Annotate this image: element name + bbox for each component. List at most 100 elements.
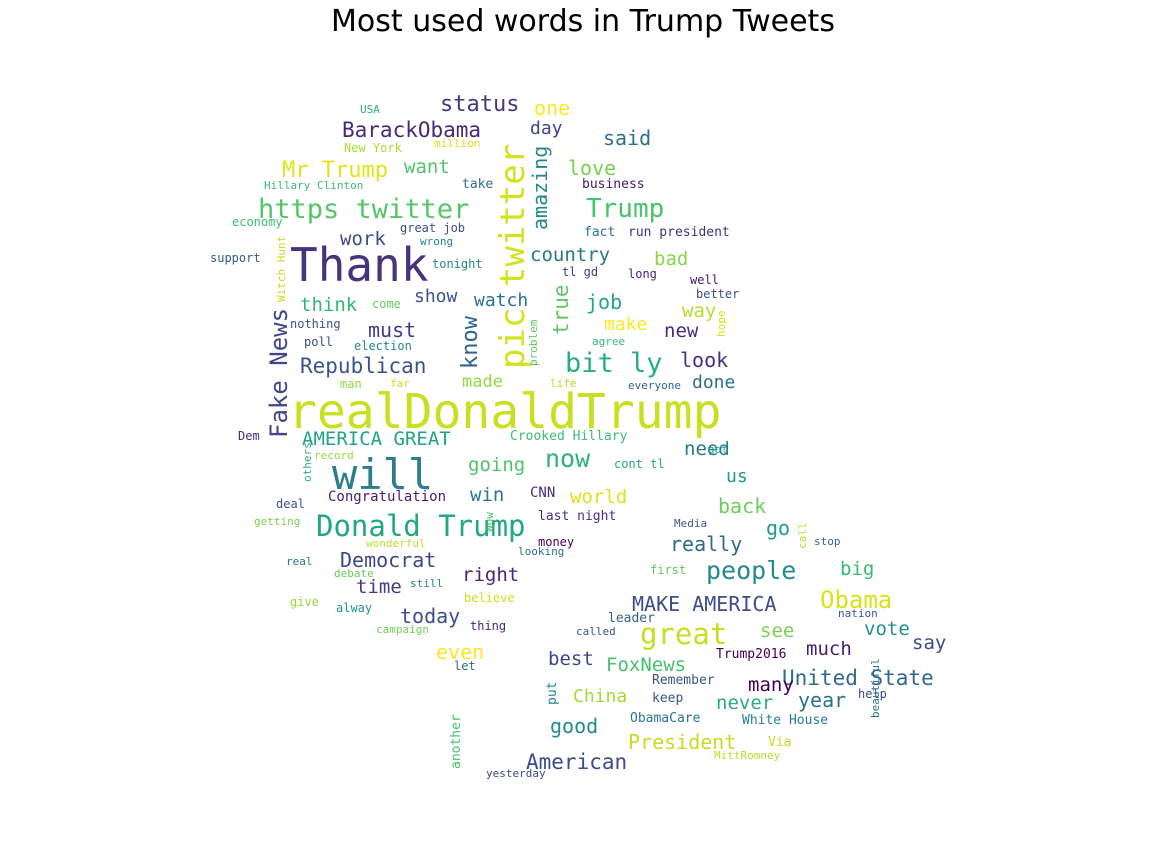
cloud-word: made [462,372,503,392]
cloud-word: economy [232,215,283,229]
cloud-word: FoxNews [606,654,687,676]
cloud-word: Media [674,517,708,530]
cloud-word: Witch Hunt [275,236,288,303]
cloud-word: life [550,377,577,390]
cloud-word: show [414,286,458,307]
cloud-word: good [550,714,599,738]
cloud-word: put [545,682,560,706]
cloud-word: man [340,377,362,391]
cloud-word: watch [474,290,529,311]
cloud-word: job [586,290,623,314]
cloud-word: record [314,449,354,462]
cloud-word: right [462,564,520,586]
cloud-word: tonight [432,257,483,271]
cloud-word: hope [715,310,728,337]
cloud-word: looking [518,545,565,558]
cloud-word: everyone [628,379,681,392]
cloud-word: day [530,118,563,139]
cloud-word: world [570,486,628,508]
cloud-word: believe [464,591,515,605]
cloud-word: wrong [420,235,454,248]
cloud-word: support [210,251,261,265]
cloud-word: way [682,300,717,322]
cloud-word: today [400,604,461,628]
cloud-word: run president [628,225,730,240]
cloud-word: agree [592,335,626,348]
cloud-word: debate [334,567,374,580]
cloud-word: back [718,494,767,518]
cloud-word: time [356,576,402,598]
cloud-word: business [582,177,645,192]
cloud-word: BarackObama [342,118,482,142]
cloud-word: year [798,688,847,712]
cloud-word: let [454,659,476,673]
cloud-word: help [858,687,887,701]
cloud-word: another [449,714,464,769]
cloud-word: done [692,372,736,393]
cloud-word: million [434,137,481,150]
cloud-word: Democrat [340,548,437,572]
cloud-word: big [840,558,875,580]
cloud-word: Congratulation [328,489,447,505]
cloud-word: look [680,348,729,372]
cloud-word: us [726,466,748,487]
cloud-word: https twitter [258,194,470,225]
cloud-word: take [462,177,494,192]
cloud-word: country [530,244,611,266]
cloud-word: amazing [528,146,552,231]
cloud-word: bad [654,248,689,270]
cloud-word: ObamaCare [630,711,701,726]
cloud-word: poll [304,335,333,349]
cloud-word: now [545,444,591,473]
cloud-word: will [332,450,434,499]
cloud-word: see [760,620,795,642]
cloud-word: USA [360,103,380,116]
cloud-word: stop [814,535,841,548]
cloud-word: come [372,297,401,311]
cloud-word: think [300,294,358,316]
cloud-word: United State [782,666,934,690]
cloud-word: great job [400,221,466,235]
cloud-word: much [806,638,852,660]
cloud-word: best [548,648,594,670]
cloud-word: tl gd [562,265,599,279]
cloud-word: problem [527,320,540,367]
cloud-word: Trump [586,194,665,224]
cloud-word: got [708,443,728,456]
cloud-word: AMERICA GREAT [302,428,451,450]
cloud-word: bit ly [565,348,663,379]
cloud-word: nation [838,607,878,620]
cloud-word: never [716,692,774,714]
cloud-word: nothing [290,317,341,331]
cloud-word: one [534,96,571,120]
cloud-word: MAKE AMERICA [632,592,777,616]
cloud-word: alway [336,601,373,615]
cloud-word: work [340,228,386,250]
cloud-word: called [576,625,616,638]
cloud-word: say [912,632,947,654]
cloud-word: real [286,555,313,568]
cloud-word: President [628,730,737,754]
cloud-word: realDonaldTrump [288,384,722,440]
cloud-word: MittRomney [714,749,781,762]
cloud-word: thing [470,619,507,633]
cloud-word: know [458,316,483,369]
cloud-word: White House [742,713,829,728]
cloud-word: new [664,320,699,342]
cloud-word: fact [584,225,616,240]
cloud-word: Thank [290,238,429,292]
cloud-word: people [706,556,797,585]
cloud-word: long [628,267,657,281]
cloud-word: keep [652,691,684,706]
cloud-word: really [670,532,743,556]
cloud-word: deal [276,497,305,511]
cloud-word: even [436,640,485,664]
cloud-word: vote [864,618,910,640]
cloud-word: better [696,287,740,301]
cloud-word: others [301,442,314,482]
cloud-word: leader [608,611,655,626]
cloud-word: status [440,92,520,117]
cloud-word: Mr Trump [282,158,388,183]
cloud-word: go [766,516,791,540]
